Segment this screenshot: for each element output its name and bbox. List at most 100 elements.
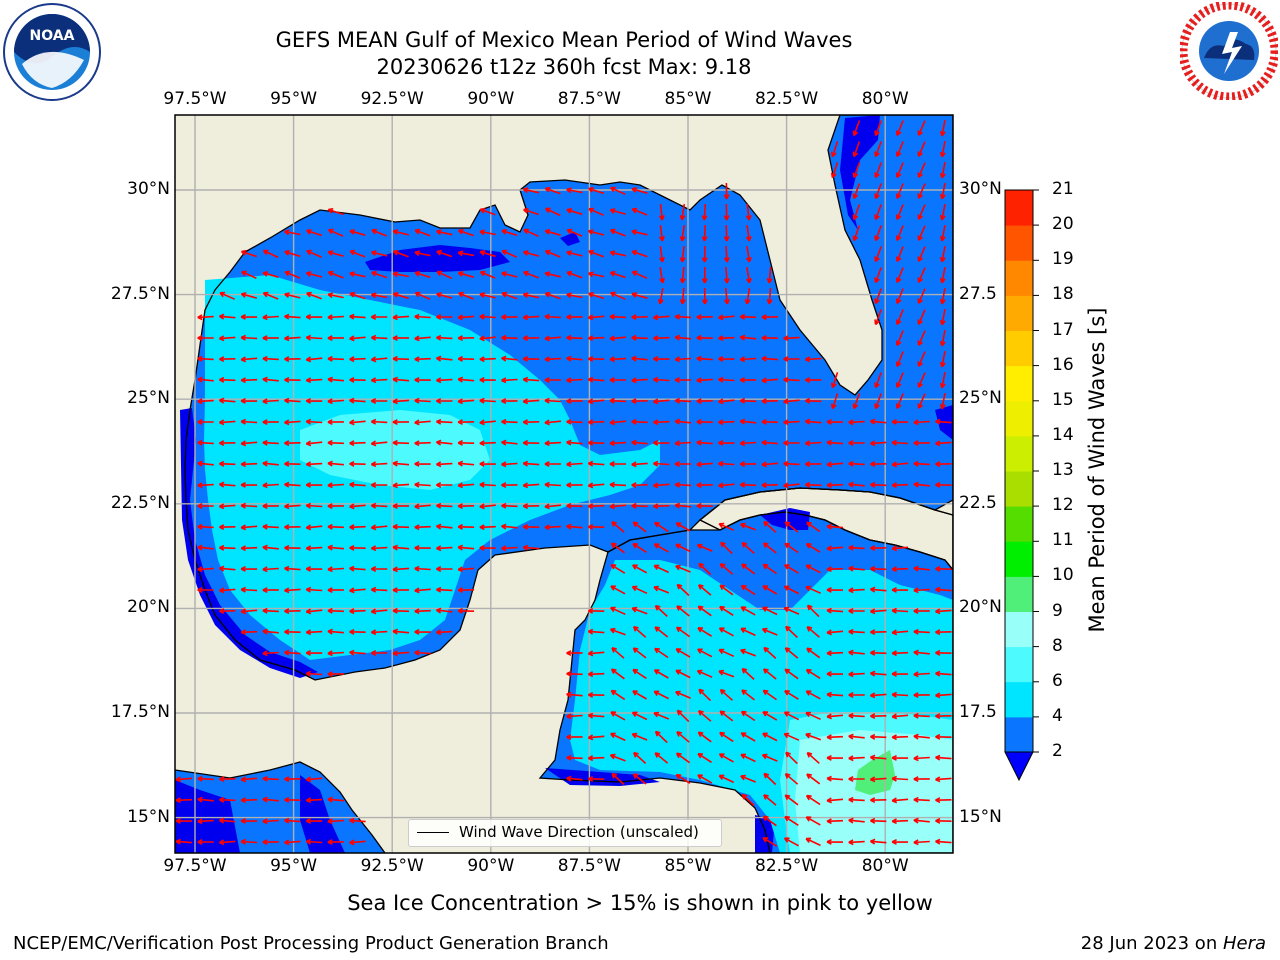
wind-arrow-470 [327, 503, 344, 510]
wind-arrow-573 [891, 566, 909, 573]
wind-arrow-850 [805, 837, 821, 847]
wind-arrow-632 [913, 608, 930, 615]
wind-arrow-47 [284, 229, 301, 236]
wind-arrow-524 [349, 544, 366, 551]
wind-arrow-581 [305, 586, 323, 593]
wind-arrow-402 [370, 461, 388, 468]
wind-arrow-618 [610, 606, 626, 616]
wind-arrow-821 [175, 817, 193, 824]
wind-arrow-218 [761, 334, 778, 341]
wind-arrow-422 [804, 461, 822, 468]
wind-arrow-664 [327, 650, 344, 657]
wind-arrow-262 [349, 376, 366, 383]
wind-arrow-517 [197, 544, 214, 551]
wind-arrow-813 [784, 794, 799, 806]
wind-arrow-193 [218, 335, 236, 342]
wind-arrow-5 [830, 141, 839, 158]
wind-arrow-70 [874, 225, 882, 242]
wind-arrow-258 [262, 376, 279, 383]
wind-arrow-553 [327, 566, 344, 573]
wind-arrow-743 [566, 734, 583, 741]
wind-arrow-527 [414, 544, 431, 551]
wind-arrow-148 [588, 292, 605, 300]
colorbar-segment [1005, 646, 1033, 683]
colorbar-segment [1005, 506, 1033, 542]
wind-arrow-172 [436, 313, 453, 321]
wind-arrow-521 [284, 544, 301, 551]
wind-arrow-415 [652, 460, 670, 467]
wind-arrow-378 [609, 440, 627, 447]
wind-arrow-170 [392, 314, 410, 321]
wind-arrow-566 [741, 563, 756, 575]
wind-arrow-373 [501, 439, 518, 446]
wind-arrow-505 [566, 523, 583, 530]
wind-arrow-825 [262, 818, 279, 825]
wind-arrow-715 [741, 689, 755, 701]
wind-arrow-141 [436, 292, 453, 299]
wind-arrow-329 [305, 418, 323, 425]
wind-arrow-541 [784, 542, 799, 554]
wind-arrow-71 [895, 225, 904, 242]
wind-arrow-389 [848, 439, 865, 447]
lat-label-right: 27.5 [959, 283, 997, 304]
wind-arrow-640 [370, 629, 388, 636]
wind-arrow-21 [610, 186, 626, 196]
wind-arrow-449 [631, 482, 648, 489]
wind-arrow-365 [327, 439, 344, 446]
wind-arrow-242 [609, 356, 627, 363]
wind-arrow-613 [392, 607, 410, 614]
wind-arrow-749 [697, 731, 712, 743]
colorbar-segment [1005, 611, 1033, 648]
wind-arrow-424 [848, 460, 865, 467]
lat-label-left: 30°N [127, 179, 170, 199]
wind-arrow-144 [501, 291, 518, 300]
wind-arrow-507 [611, 521, 625, 533]
wind-arrow-160 [939, 287, 946, 305]
wind-arrow-670 [587, 650, 605, 657]
wind-arrow-185 [718, 314, 735, 321]
lon-label-bottom: 85°W [664, 856, 712, 876]
wind-arrow-533 [610, 542, 625, 554]
wind-arrow-662 [284, 649, 301, 656]
wind-arrow-648 [675, 626, 691, 638]
wind-arrow-437 [370, 481, 388, 489]
wind-arrow-549 [240, 565, 258, 572]
wind-arrow-835 [870, 817, 887, 824]
wind-arrow-421 [783, 460, 800, 467]
wind-arrow-85 [479, 250, 496, 258]
wind-arrow-332 [370, 418, 388, 425]
wind-arrow-464 [197, 502, 214, 510]
wind-arrow-48 [306, 229, 323, 237]
wind-arrow-282 [783, 376, 800, 383]
wind-arrow-393 [935, 440, 952, 447]
wind-arrow-823 [218, 817, 236, 824]
lon-label-top: 85°W [664, 89, 712, 109]
wind-arrow-514 [784, 521, 799, 533]
wind-arrow-348 [718, 419, 735, 426]
wind-arrow-789 [632, 773, 647, 785]
lat-label-right: 22.5 [959, 492, 997, 513]
wind-arrow-642 [414, 628, 431, 635]
wind-arrow-234 [435, 355, 453, 362]
wind-arrow-81 [392, 249, 409, 258]
wind-arrow-163 [240, 313, 258, 320]
wind-arrow-482 [587, 503, 605, 510]
wind-arrow-656 [848, 628, 865, 635]
wind-arrow-289 [197, 398, 214, 405]
wind-arrow-652 [761, 627, 778, 636]
wind-arrow-720 [848, 691, 865, 699]
noaa-logo-text: NOAA [30, 28, 75, 44]
wind-arrow-760 [935, 733, 952, 740]
wind-arrow-327 [262, 419, 279, 426]
wind-arrow-45 [917, 204, 926, 220]
wind-arrow-399 [305, 461, 323, 468]
noaa-logo-icon: NOAA [3, 3, 101, 101]
wind-arrow-31 [523, 207, 540, 216]
wind-arrow-704 [891, 670, 909, 677]
wind-arrow-404 [414, 460, 431, 467]
wind-arrow-701 [826, 670, 844, 677]
wind-arrow-32 [544, 207, 561, 217]
colorbar-tick-label: 10 [1052, 565, 1074, 586]
wind-arrow-616 [457, 607, 475, 614]
